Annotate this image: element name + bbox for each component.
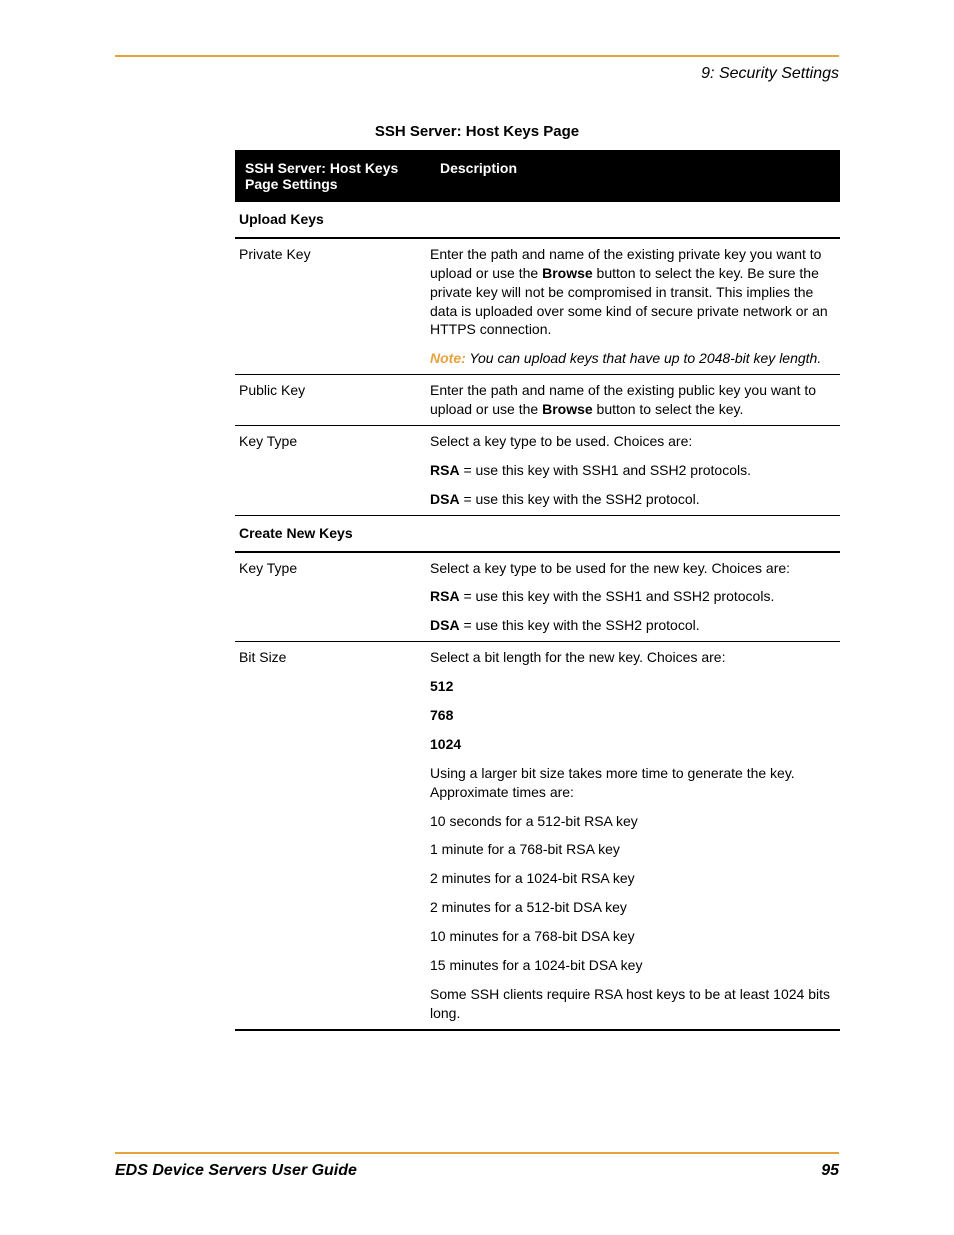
text-bold: RSA: [430, 588, 460, 604]
table-header-row: SSH Server: Host Keys Page Settings Desc…: [235, 151, 840, 201]
text-bold: Browse: [542, 265, 593, 281]
table-title: SSH Server: Host Keys Page: [115, 123, 839, 140]
section-label: Upload Keys: [235, 201, 430, 238]
setting-description: Select a bit length for the new key. Cho…: [430, 642, 840, 1030]
setting-label: Key Type: [235, 426, 430, 516]
text: = use this key with SSH1 and SSH2 protoc…: [460, 462, 751, 478]
text-bold: DSA: [430, 491, 460, 507]
setting-label: Bit Size: [235, 642, 430, 1030]
text-bold: Browse: [542, 401, 593, 417]
column-header-settings: SSH Server: Host Keys Page Settings: [235, 151, 430, 201]
text: 2 minutes for a 512-bit DSA key: [430, 898, 830, 917]
row-key-type-upload: Key Type Select a key type to be used. C…: [235, 426, 840, 516]
text-bold: DSA: [430, 617, 460, 633]
text: Using a larger bit size takes more time …: [430, 764, 830, 802]
text: 10 seconds for a 512-bit RSA key: [430, 812, 830, 831]
header-rule: [115, 55, 839, 57]
text: Some SSH clients require RSA host keys t…: [430, 985, 830, 1023]
setting-label: Public Key: [235, 375, 430, 426]
text: 10 minutes for a 768-bit DSA key: [430, 927, 830, 946]
setting-description: Enter the path and name of the existing …: [430, 375, 840, 426]
setting-description: Select a key type to be used. Choices ar…: [430, 426, 840, 516]
footer-page-number: 95: [821, 1162, 839, 1180]
note-text: You can upload keys that have up to 2048…: [466, 350, 821, 366]
row-private-key: Private Key Enter the path and name of t…: [235, 238, 840, 375]
row-public-key: Public Key Enter the path and name of th…: [235, 375, 840, 426]
text-bold: 1024: [430, 735, 830, 754]
text: Select a key type to be used for the new…: [430, 559, 830, 578]
section-create-keys: Create New Keys: [235, 515, 840, 551]
text: 1 minute for a 768-bit RSA key: [430, 840, 830, 859]
text-bold: RSA: [430, 462, 460, 478]
column-header-description: Description: [430, 151, 840, 201]
row-bit-size: Bit Size Select a bit length for the new…: [235, 642, 840, 1030]
footer-rule: [115, 1152, 839, 1154]
text-bold: 768: [430, 706, 830, 725]
row-key-type-create: Key Type Select a key type to be used fo…: [235, 552, 840, 642]
page-footer: EDS Device Servers User Guide 95: [115, 1152, 839, 1180]
setting-description: Enter the path and name of the existing …: [430, 238, 840, 375]
text: = use this key with the SSH2 protocol.: [460, 491, 700, 507]
note-label: Note:: [430, 350, 466, 366]
text: button to select the key.: [593, 401, 744, 417]
text: = use this key with the SSH1 and SSH2 pr…: [460, 588, 775, 604]
section-upload-keys: Upload Keys: [235, 201, 840, 238]
text: 2 minutes for a 1024-bit RSA key: [430, 869, 830, 888]
footer-guide-title: EDS Device Servers User Guide: [115, 1162, 357, 1180]
chapter-title: 9: Security Settings: [115, 65, 839, 83]
text: Select a bit length for the new key. Cho…: [430, 648, 830, 667]
text: = use this key with the SSH2 protocol.: [460, 617, 700, 633]
settings-table: SSH Server: Host Keys Page Settings Desc…: [235, 150, 840, 1031]
setting-description: Select a key type to be used for the new…: [430, 552, 840, 642]
text: Select a key type to be used. Choices ar…: [430, 432, 830, 451]
setting-label: Key Type: [235, 552, 430, 642]
setting-label: Private Key: [235, 238, 430, 375]
text: 15 minutes for a 1024-bit DSA key: [430, 956, 830, 975]
text-bold: 512: [430, 677, 830, 696]
table-wrap: SSH Server: Host Keys Page Settings Desc…: [235, 150, 840, 1031]
page: 9: Security Settings SSH Server: Host Ke…: [0, 0, 954, 1235]
section-label: Create New Keys: [235, 515, 430, 551]
